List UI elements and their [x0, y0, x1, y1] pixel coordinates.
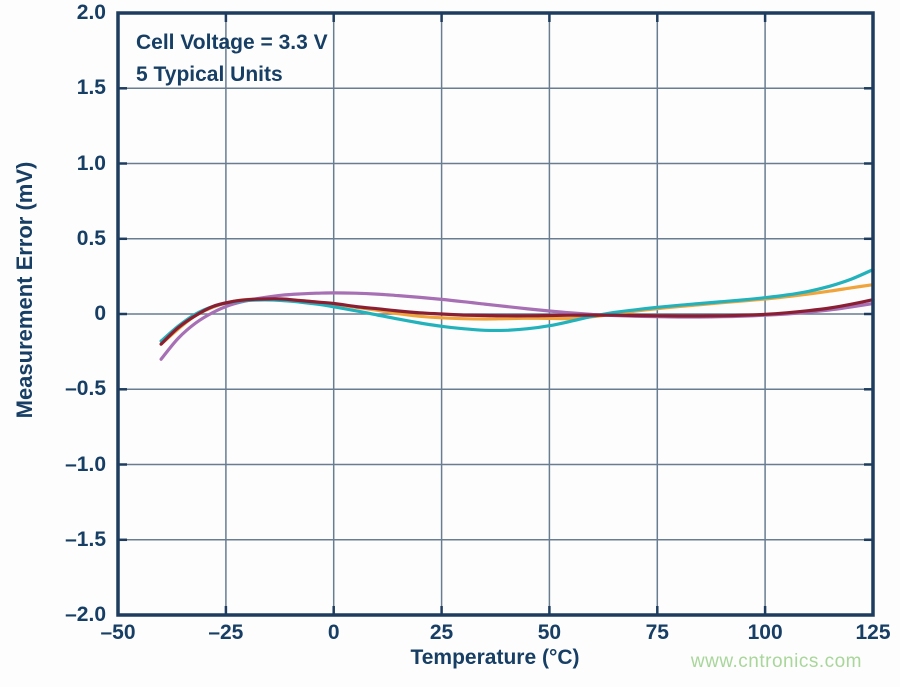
curve-unit-teal [159, 268, 875, 343]
y-tick-label: –1.5 [65, 527, 106, 551]
y-tick-label: 1.5 [76, 76, 106, 100]
x-tick-label: 0 [327, 621, 340, 644]
x-tick-label: 100 [747, 621, 783, 644]
annotation-cell-voltage: Cell Voltage = 3.3 V [136, 31, 328, 54]
x-tick-label: 125 [855, 621, 891, 644]
watermark: www.cntronics.com [690, 651, 862, 672]
y-tick-label: 1.0 [76, 151, 106, 175]
curve-unit-dark-red [159, 297, 875, 346]
annotation-typical-units: 5 Typical Units [136, 63, 283, 86]
plot-border [116, 11, 875, 617]
y-tick-label: –0.5 [65, 377, 106, 401]
x-tick-label: –25 [208, 621, 244, 644]
y-tick-label: 0 [94, 302, 106, 325]
y-tick-label: –1.0 [65, 452, 106, 476]
y-tick-label: –2.0 [65, 603, 106, 626]
annotation-box: Cell Voltage = 3.3 V 5 Typical Units [136, 27, 328, 91]
x-tick-label: 25 [429, 621, 454, 644]
y-tick-label: 0.5 [76, 226, 106, 250]
y-tick-label: 2.0 [76, 1, 106, 24]
x-axis-title: Temperature (°C) [410, 646, 580, 669]
x-tick-label: –50 [100, 621, 136, 644]
curve-unit-purple [159, 291, 875, 361]
x-tick-label: 75 [645, 621, 669, 644]
x-tick-label: 50 [537, 621, 562, 644]
